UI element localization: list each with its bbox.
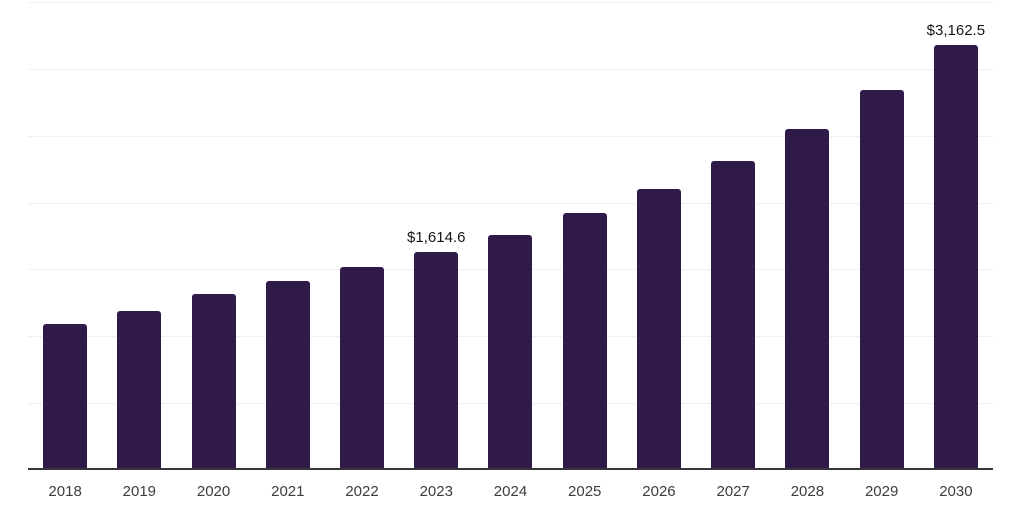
x-tick-label: 2030	[939, 483, 973, 500]
bar-slot	[548, 2, 622, 468]
bar-2026[interactable]	[636, 188, 681, 468]
bar-2027[interactable]	[711, 161, 756, 468]
x-tick-label: 2027	[716, 483, 750, 500]
bar-2022[interactable]	[340, 267, 385, 468]
x-tick-label: 2018	[48, 483, 82, 500]
plot-area: $1,614.6 $3,162.5	[28, 2, 993, 470]
x-tick-label: 2024	[493, 483, 528, 500]
bar-2020[interactable]	[191, 294, 236, 468]
gridline	[28, 68, 993, 70]
bars: $1,614.6 $3,162.5	[28, 2, 993, 468]
x-tick-label: 2022	[345, 483, 379, 500]
bar-2025[interactable]	[562, 213, 607, 468]
x-tick-label: 2029	[864, 483, 899, 500]
bar-2021[interactable]	[265, 280, 310, 468]
bar-slot	[696, 2, 770, 468]
x-axis-labels: 2018 2019 2020 2021 2022 2023 2024 2025 2026 2027…	[28, 481, 993, 503]
bar-slot	[325, 2, 399, 468]
gridline	[28, 135, 993, 137]
bar-slot	[28, 2, 102, 468]
bar-slot	[102, 2, 176, 468]
x-tick-label: 2025	[568, 483, 602, 500]
bar-value-label: $1,614.6	[407, 229, 466, 247]
x-tick-label: 2020	[196, 483, 231, 500]
x-tick-label: 2023	[419, 483, 453, 500]
bar-2028[interactable]	[785, 129, 830, 468]
x-tick-label: 2021	[271, 483, 305, 500]
bar-slot	[176, 2, 250, 468]
x-tick-label: 2019	[122, 483, 157, 500]
bar-2023[interactable]	[414, 252, 459, 468]
x-tick-label: 2026	[642, 483, 676, 500]
bar-slot	[473, 2, 547, 468]
bar-2018[interactable]	[43, 324, 88, 468]
bar-2019[interactable]	[117, 311, 162, 468]
bar-slot	[770, 2, 844, 468]
gridline	[28, 202, 993, 204]
bar-value-label: $3,162.5	[926, 22, 986, 40]
bar-slot: $3,162.5	[919, 2, 993, 468]
bar-2030[interactable]	[933, 45, 978, 468]
x-tick-label: 2028	[790, 483, 825, 500]
bar-slot	[251, 2, 325, 468]
bar-slot: $1,614.6	[399, 2, 473, 468]
bar-slot	[622, 2, 696, 468]
bar-slot	[845, 2, 919, 468]
bar-2024[interactable]	[488, 234, 533, 468]
bar-2029[interactable]	[859, 90, 904, 468]
gridline	[28, 2, 993, 3]
